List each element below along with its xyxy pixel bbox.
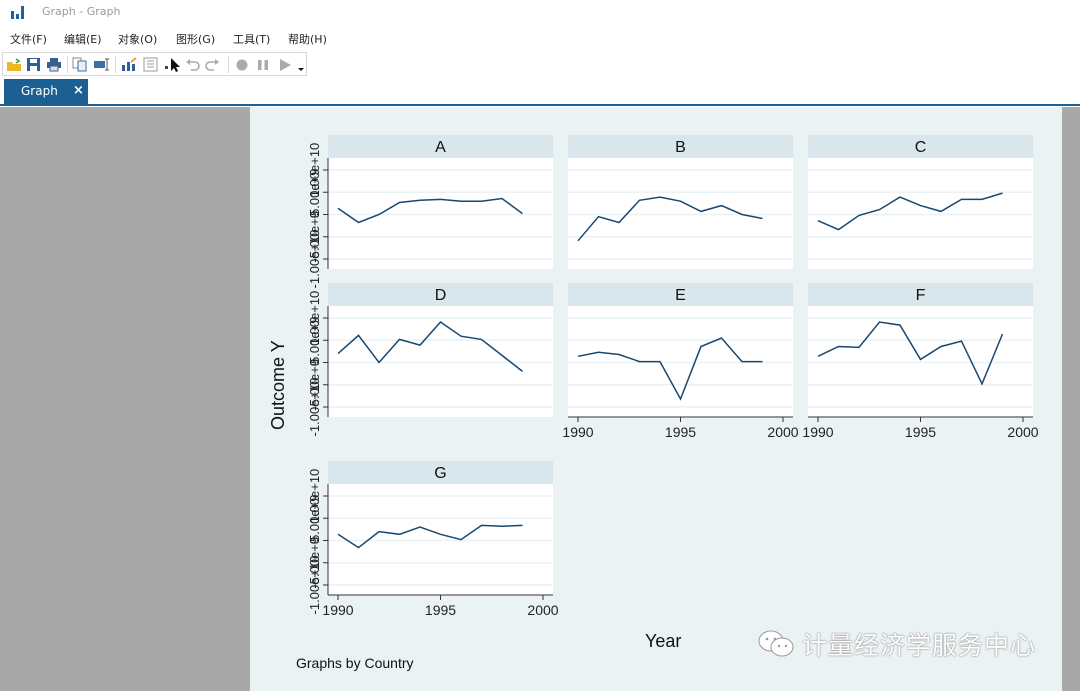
y-tick-label: 1.00e+10 — [307, 143, 322, 198]
undo-icon[interactable] — [184, 56, 201, 73]
play-icon[interactable] — [276, 56, 293, 73]
y-tick-label: 0 — [307, 359, 322, 366]
data-editor-icon[interactable] — [142, 56, 159, 73]
tab-bar: Graph × — [0, 79, 1080, 106]
title-bar: Graph - Graph — [0, 0, 1080, 26]
window-title: Graph - Graph — [42, 5, 121, 18]
open-icon[interactable] — [5, 56, 22, 73]
series-line — [337, 524, 523, 549]
facet-title: F — [916, 287, 926, 304]
y-tick-label: -1.00e+10 — [307, 378, 322, 437]
save-icon[interactable] — [25, 56, 42, 73]
menu-graph[interactable]: 图形(G) — [176, 33, 216, 46]
graph-editor-icon[interactable] — [120, 56, 137, 73]
x-tick-label: 1990 — [562, 424, 593, 440]
series-line — [817, 321, 1004, 386]
y-tick-label: 1.00e+10 — [307, 469, 322, 524]
x-tick-label: 2000 — [1007, 424, 1038, 440]
menu-tools[interactable]: 工具(T) — [233, 33, 271, 46]
tab-graph[interactable]: Graph × — [4, 79, 88, 105]
y-tick-label: 5.00e+9 — [307, 317, 322, 364]
y-tick-label: 1.00e+10 — [307, 291, 322, 346]
facet-panel-d: D -1.00e+10-5.00e+905.00e+91.00e+10 — [307, 283, 553, 436]
facet-title: A — [435, 139, 446, 156]
print-icon[interactable] — [45, 56, 62, 73]
facet-title: G — [434, 465, 446, 482]
record-icon[interactable] — [233, 56, 250, 73]
pointer-icon[interactable] — [163, 56, 180, 73]
x-tick-label: 1990 — [802, 424, 833, 440]
facet-panel-f: F 1990 1995 2000 — [802, 283, 1039, 440]
series-line — [337, 321, 523, 372]
series-line — [817, 192, 1003, 231]
facet-panel-b: B — [568, 135, 793, 269]
y-tick-label: 0 — [307, 211, 322, 218]
x-tick-label: 1995 — [425, 602, 456, 618]
x-tick-label: 1995 — [665, 424, 696, 440]
facet-panel-g: G -1.00e+10-5.00e+905.00e+91.00e+10 1990 19… — [307, 461, 559, 618]
x-axis-title: Year — [645, 631, 682, 651]
app-logo-icon — [11, 6, 25, 19]
y-tick-label: -1.00e+10 — [307, 556, 322, 615]
y-tick-label: -5.00e+9 — [307, 537, 322, 589]
series-line — [577, 337, 763, 401]
y-tick-label: -5.00e+9 — [307, 211, 322, 263]
dropdown-icon[interactable] — [292, 56, 309, 73]
series-line — [337, 197, 523, 224]
tab-label: Graph — [21, 84, 58, 98]
graph-canvas: A -1.00e+10 -5.00e+9 0 5.00e+9 1.00e+10 B C D -1.… — [250, 107, 1062, 691]
copy-icon[interactable] — [71, 56, 88, 73]
y-tick-label: 5.00e+9 — [307, 169, 322, 216]
facet-title: D — [435, 287, 447, 304]
facet-panel-e: E 1990 1995 2000 — [562, 283, 799, 440]
menu-help[interactable]: 帮助(H) — [288, 33, 327, 46]
menu-file[interactable]: 文件(F) — [10, 33, 47, 46]
facet-title: E — [675, 287, 686, 304]
y-tick-label: -5.00e+9 — [307, 359, 322, 411]
x-tick-label: 1990 — [322, 602, 353, 618]
close-icon[interactable]: × — [73, 83, 84, 98]
menu-object[interactable]: 对象(O) — [118, 33, 158, 46]
x-tick-label: 2000 — [527, 602, 558, 618]
watermark-text: 计量经济学服务中心 — [802, 631, 1037, 660]
y-tick-label: 0 — [307, 537, 322, 544]
x-tick-label: 1995 — [905, 424, 936, 440]
rename-icon[interactable] — [93, 56, 110, 73]
y-axis-title: Outcome Y — [268, 340, 288, 430]
facet-line-chart: A-1.00e+10-5.00e+905.00e+91.00e+10 B CD-1.… — [307, 135, 1039, 618]
wechat-icon — [758, 630, 794, 657]
facet-title: B — [675, 139, 686, 156]
menu-edit[interactable]: 编辑(E) — [64, 33, 102, 46]
facet-title: C — [915, 139, 927, 156]
toolbar — [2, 52, 307, 76]
facet-panel-a: A -1.00e+10-5.00e+905.00e+91.00e+10 — [307, 135, 553, 288]
menu-bar: 文件(F) 编辑(E) 对象(O) 图形(G) 工具(T) 帮助(H) — [0, 28, 1080, 48]
redo-icon[interactable] — [204, 56, 221, 73]
graph-note: Graphs by Country — [296, 655, 414, 671]
facet-panel-c: C — [808, 135, 1033, 269]
pause-icon[interactable] — [254, 56, 271, 73]
x-tick-label: 2000 — [767, 424, 798, 440]
y-tick-label: -1.00e+10 — [307, 230, 322, 289]
watermark: 计量经济学服务中心 — [756, 626, 1036, 662]
y-tick-label: 5.00e+9 — [307, 495, 322, 542]
series-line — [577, 196, 763, 242]
